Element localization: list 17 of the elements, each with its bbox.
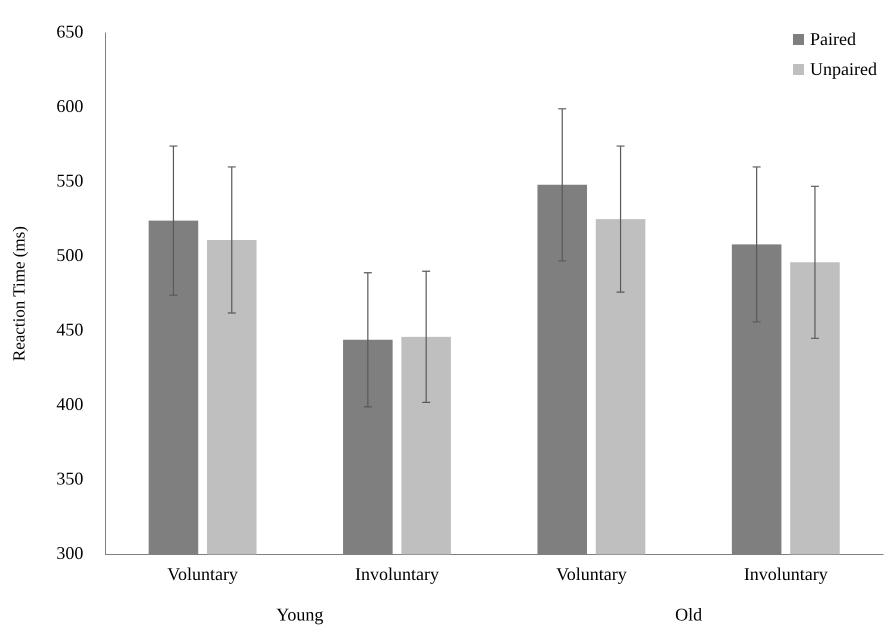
text: Old: [675, 604, 702, 625]
text: Young: [276, 604, 324, 625]
x-tick-label: Voluntary: [167, 564, 238, 584]
y-tick-label: 450: [56, 320, 84, 340]
y-tick-label: 500: [56, 245, 84, 266]
y-tick-label: 350: [56, 468, 84, 489]
y-tick-label: 550: [56, 170, 84, 191]
y-tick-label: 600: [56, 96, 84, 116]
y-axis-title: Reaction Time (ms): [10, 226, 29, 362]
x-tick-label: Involuntary: [744, 564, 828, 584]
x-tick-label: Involuntary: [355, 564, 439, 584]
y-tick-label: 650: [56, 22, 84, 42]
legend-label: Unpaired: [810, 59, 877, 80]
y-tick-label: 300: [56, 543, 84, 564]
y-tick-label: 400: [56, 394, 84, 414]
x-tick-label: Voluntary: [556, 564, 627, 584]
legend-label: Paired: [810, 29, 856, 50]
